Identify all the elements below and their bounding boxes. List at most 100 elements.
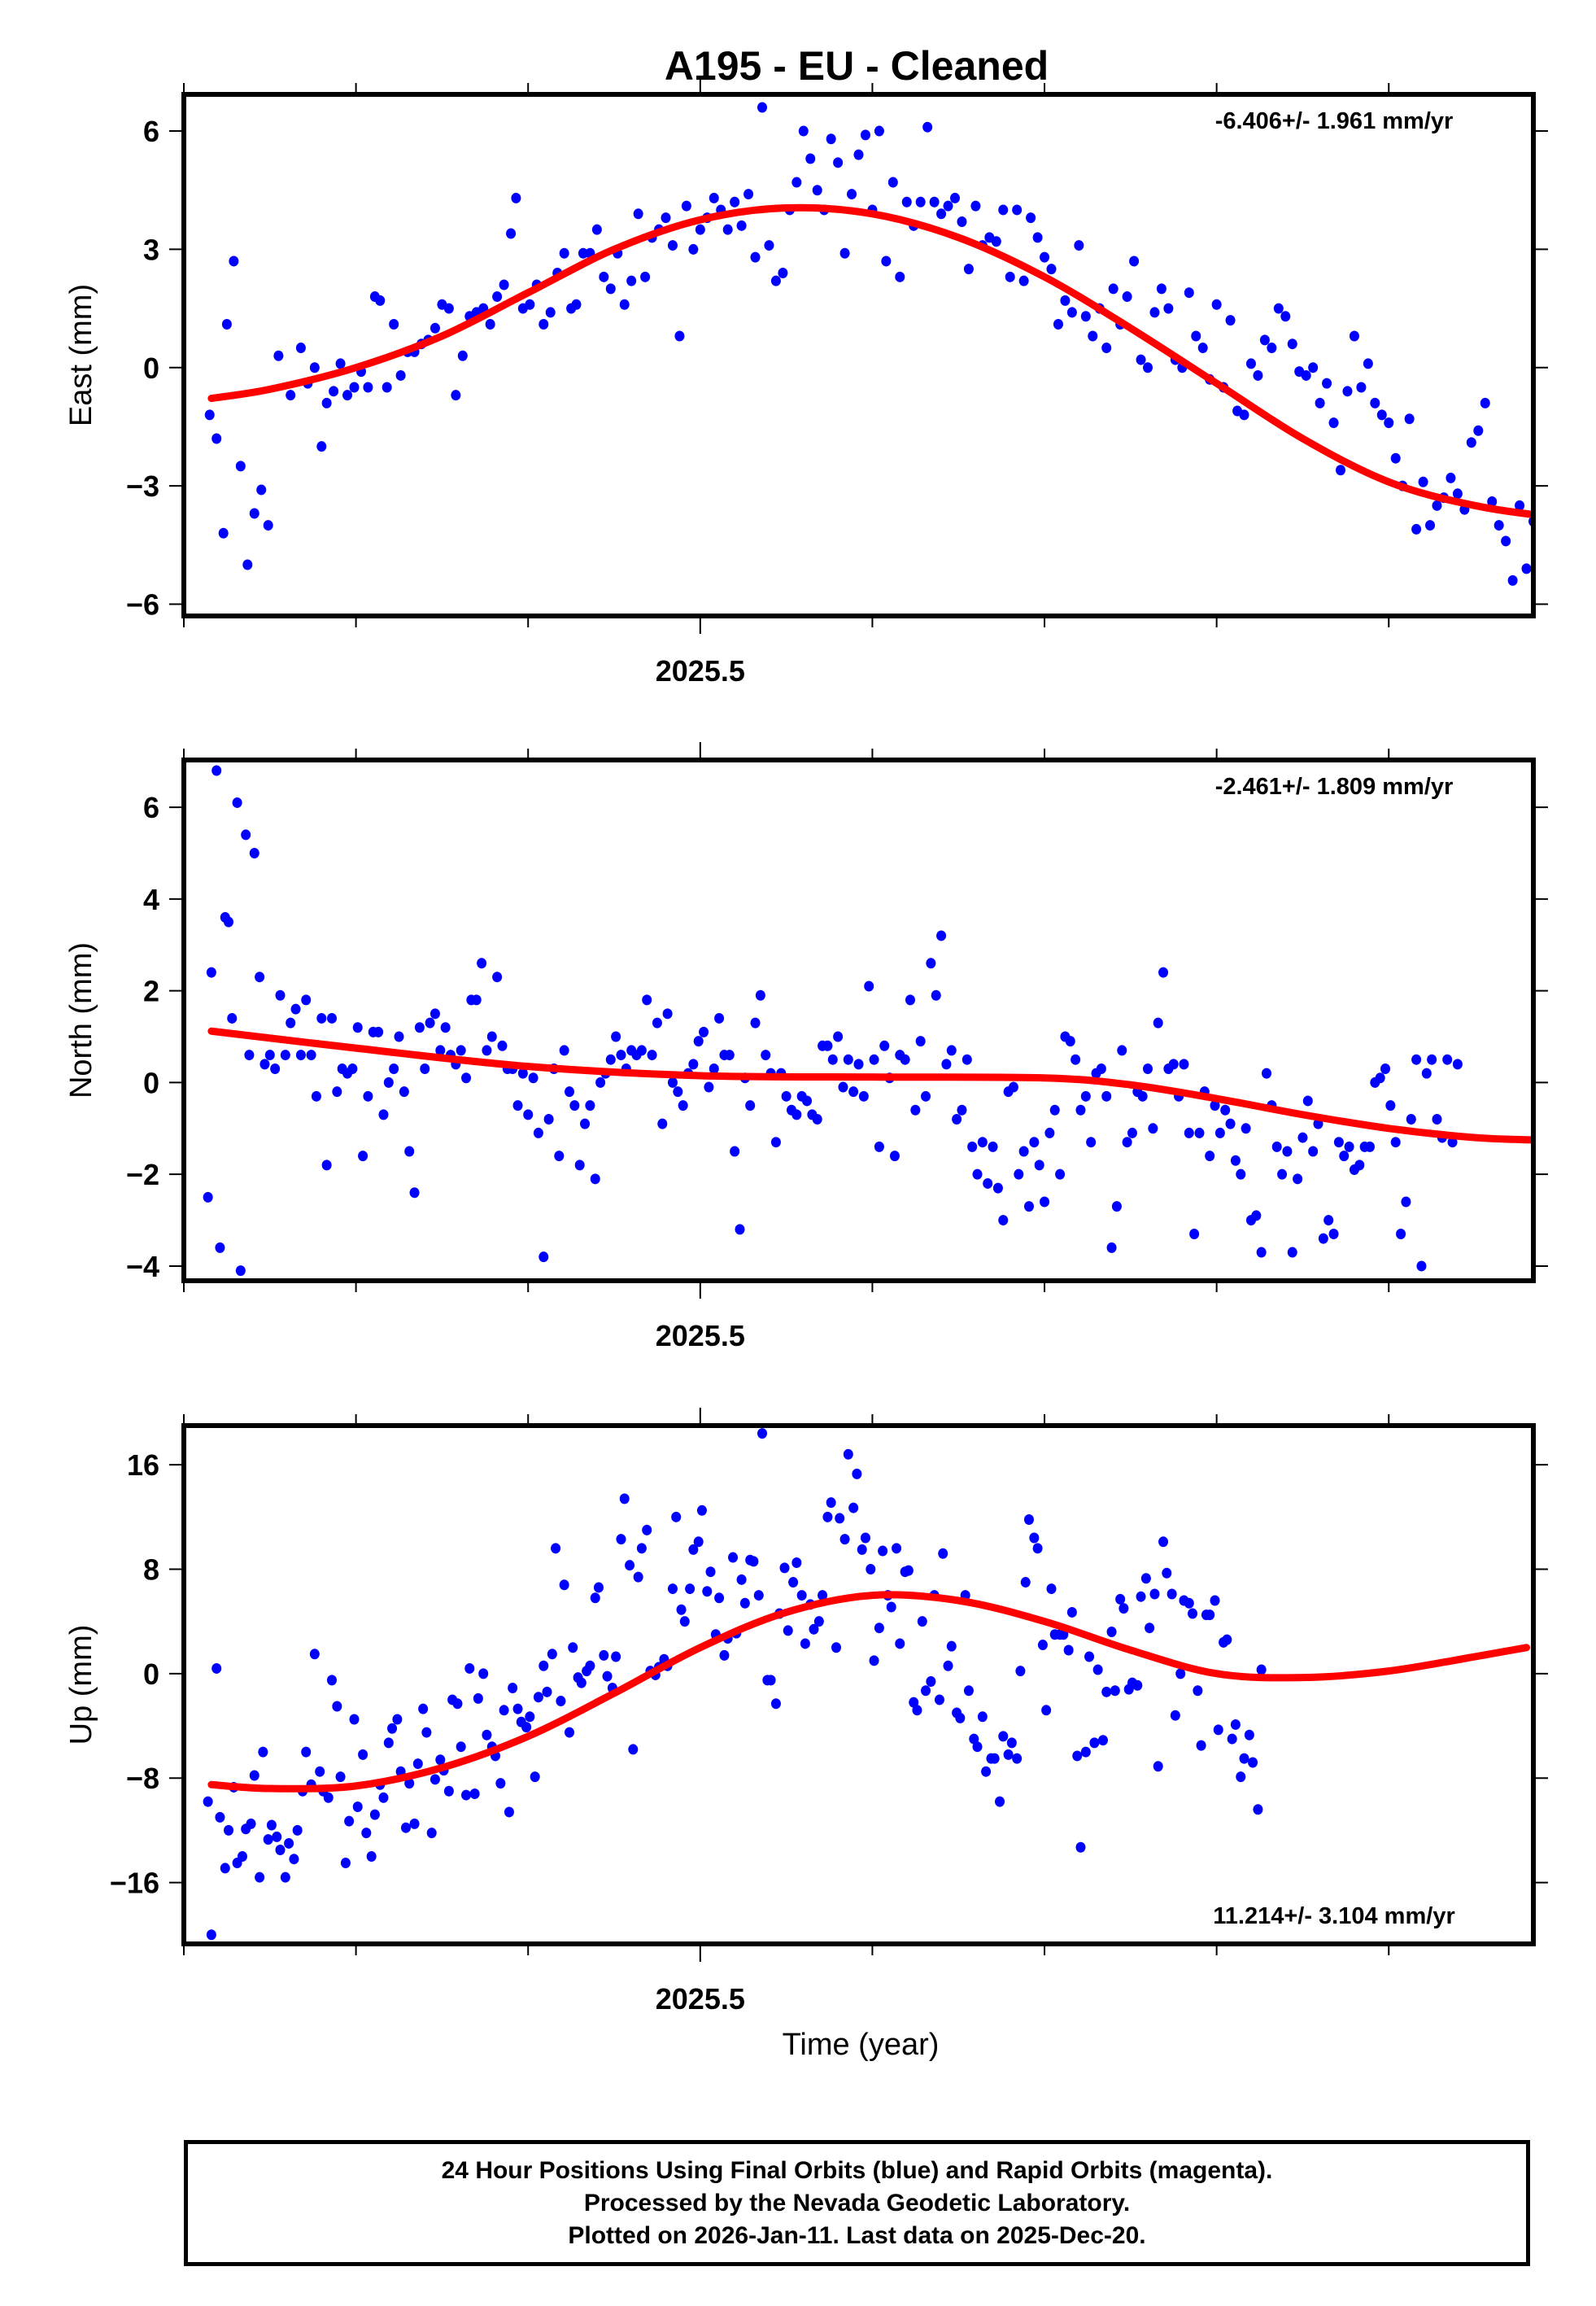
data-point [1193,1685,1203,1697]
data-point [1404,413,1415,425]
data-point [843,1054,853,1065]
data-point [286,1017,296,1029]
y-tick-label: 6 [143,115,159,148]
y-tick-label: 3 [143,233,159,266]
data-point [326,1675,337,1686]
data-point [673,1086,683,1098]
data-point [957,1104,967,1116]
data-point [886,1601,896,1613]
data-point [745,1100,756,1112]
data-point [1222,1634,1232,1645]
data-point [525,1711,535,1723]
data-point [1466,437,1476,448]
x-tick-label: 2025.5 [656,1319,745,1352]
data-point [349,1714,360,1725]
data-point [599,271,609,282]
data-point [755,989,765,1001]
data-point [1256,1664,1267,1675]
data-point [1421,1068,1432,1079]
data-point [1301,369,1311,381]
data-point [791,177,802,188]
data-point [464,1662,475,1674]
data-point [1136,1591,1146,1602]
data-point [1473,425,1484,436]
data-point [1253,369,1263,381]
data-point [1251,1210,1262,1221]
data-point [551,1543,561,1554]
data-point [934,1694,944,1705]
data-point [242,559,253,570]
data-point [764,240,774,251]
data-point [1259,334,1270,346]
data-point [258,1746,268,1758]
data-point [295,1050,306,1061]
data-point [809,1623,819,1635]
data-point [435,1754,446,1766]
data-point [215,1242,225,1253]
data-point [822,1040,833,1051]
data-point [1096,1063,1106,1074]
data-point [593,1582,604,1593]
data-point [528,1072,539,1084]
data-point [633,1571,643,1583]
data-point [1385,1100,1396,1112]
data-point [1088,330,1098,342]
data-point [387,1723,398,1734]
data-point [647,1050,657,1061]
data-point [559,1579,569,1591]
data-point [779,1562,790,1574]
data-point [221,318,232,330]
data-point [383,1737,394,1749]
data-point [1053,318,1063,330]
data-point [852,1468,862,1479]
data-point [848,1086,859,1098]
data-point [1012,204,1023,216]
data-point [853,149,864,160]
data-point [430,1008,440,1020]
data-point [1115,1593,1126,1605]
chart-title: A195 - EU - Cleaned [665,43,1049,89]
data-point [539,318,549,330]
data-point [1375,1072,1385,1084]
data-point [266,1819,277,1831]
data-point [311,1090,321,1102]
data-point [323,1792,334,1803]
data-point [1086,1137,1097,1148]
data-point [347,1063,358,1074]
data-point [263,520,273,531]
data-point [685,1583,696,1595]
data-point [1364,1141,1375,1152]
data-point [1018,275,1029,286]
data-point [952,1114,962,1125]
data-point [1143,362,1153,373]
data-point [301,994,312,1006]
footer-line-plotted: Plotted on 2026-Jan-11. Last data on 202… [568,2221,1146,2249]
data-point [743,189,754,200]
data-point [571,299,582,310]
data-point [1432,500,1442,511]
data-point [1188,1608,1198,1619]
data-point [1271,1141,1282,1152]
data-point [616,1534,626,1545]
data-point [874,125,884,137]
data-point [576,1677,587,1688]
data-point [1040,1196,1050,1208]
data-point [344,1815,355,1827]
data-point [309,1649,320,1660]
data-point [1210,1100,1220,1112]
data-point [827,1054,838,1065]
data-point [292,1824,303,1836]
data-point [1277,1168,1288,1180]
data-point [1012,1753,1023,1764]
data-point [1376,409,1387,421]
data-point [404,1146,415,1157]
data-point [879,1040,890,1051]
data-point [688,1544,699,1555]
data-point [256,484,267,496]
data-point [1282,1146,1293,1157]
data-point [678,1100,688,1112]
data-point [280,1050,290,1061]
data-point [1390,452,1401,464]
data-point [921,1090,931,1102]
data-point [270,1063,281,1074]
